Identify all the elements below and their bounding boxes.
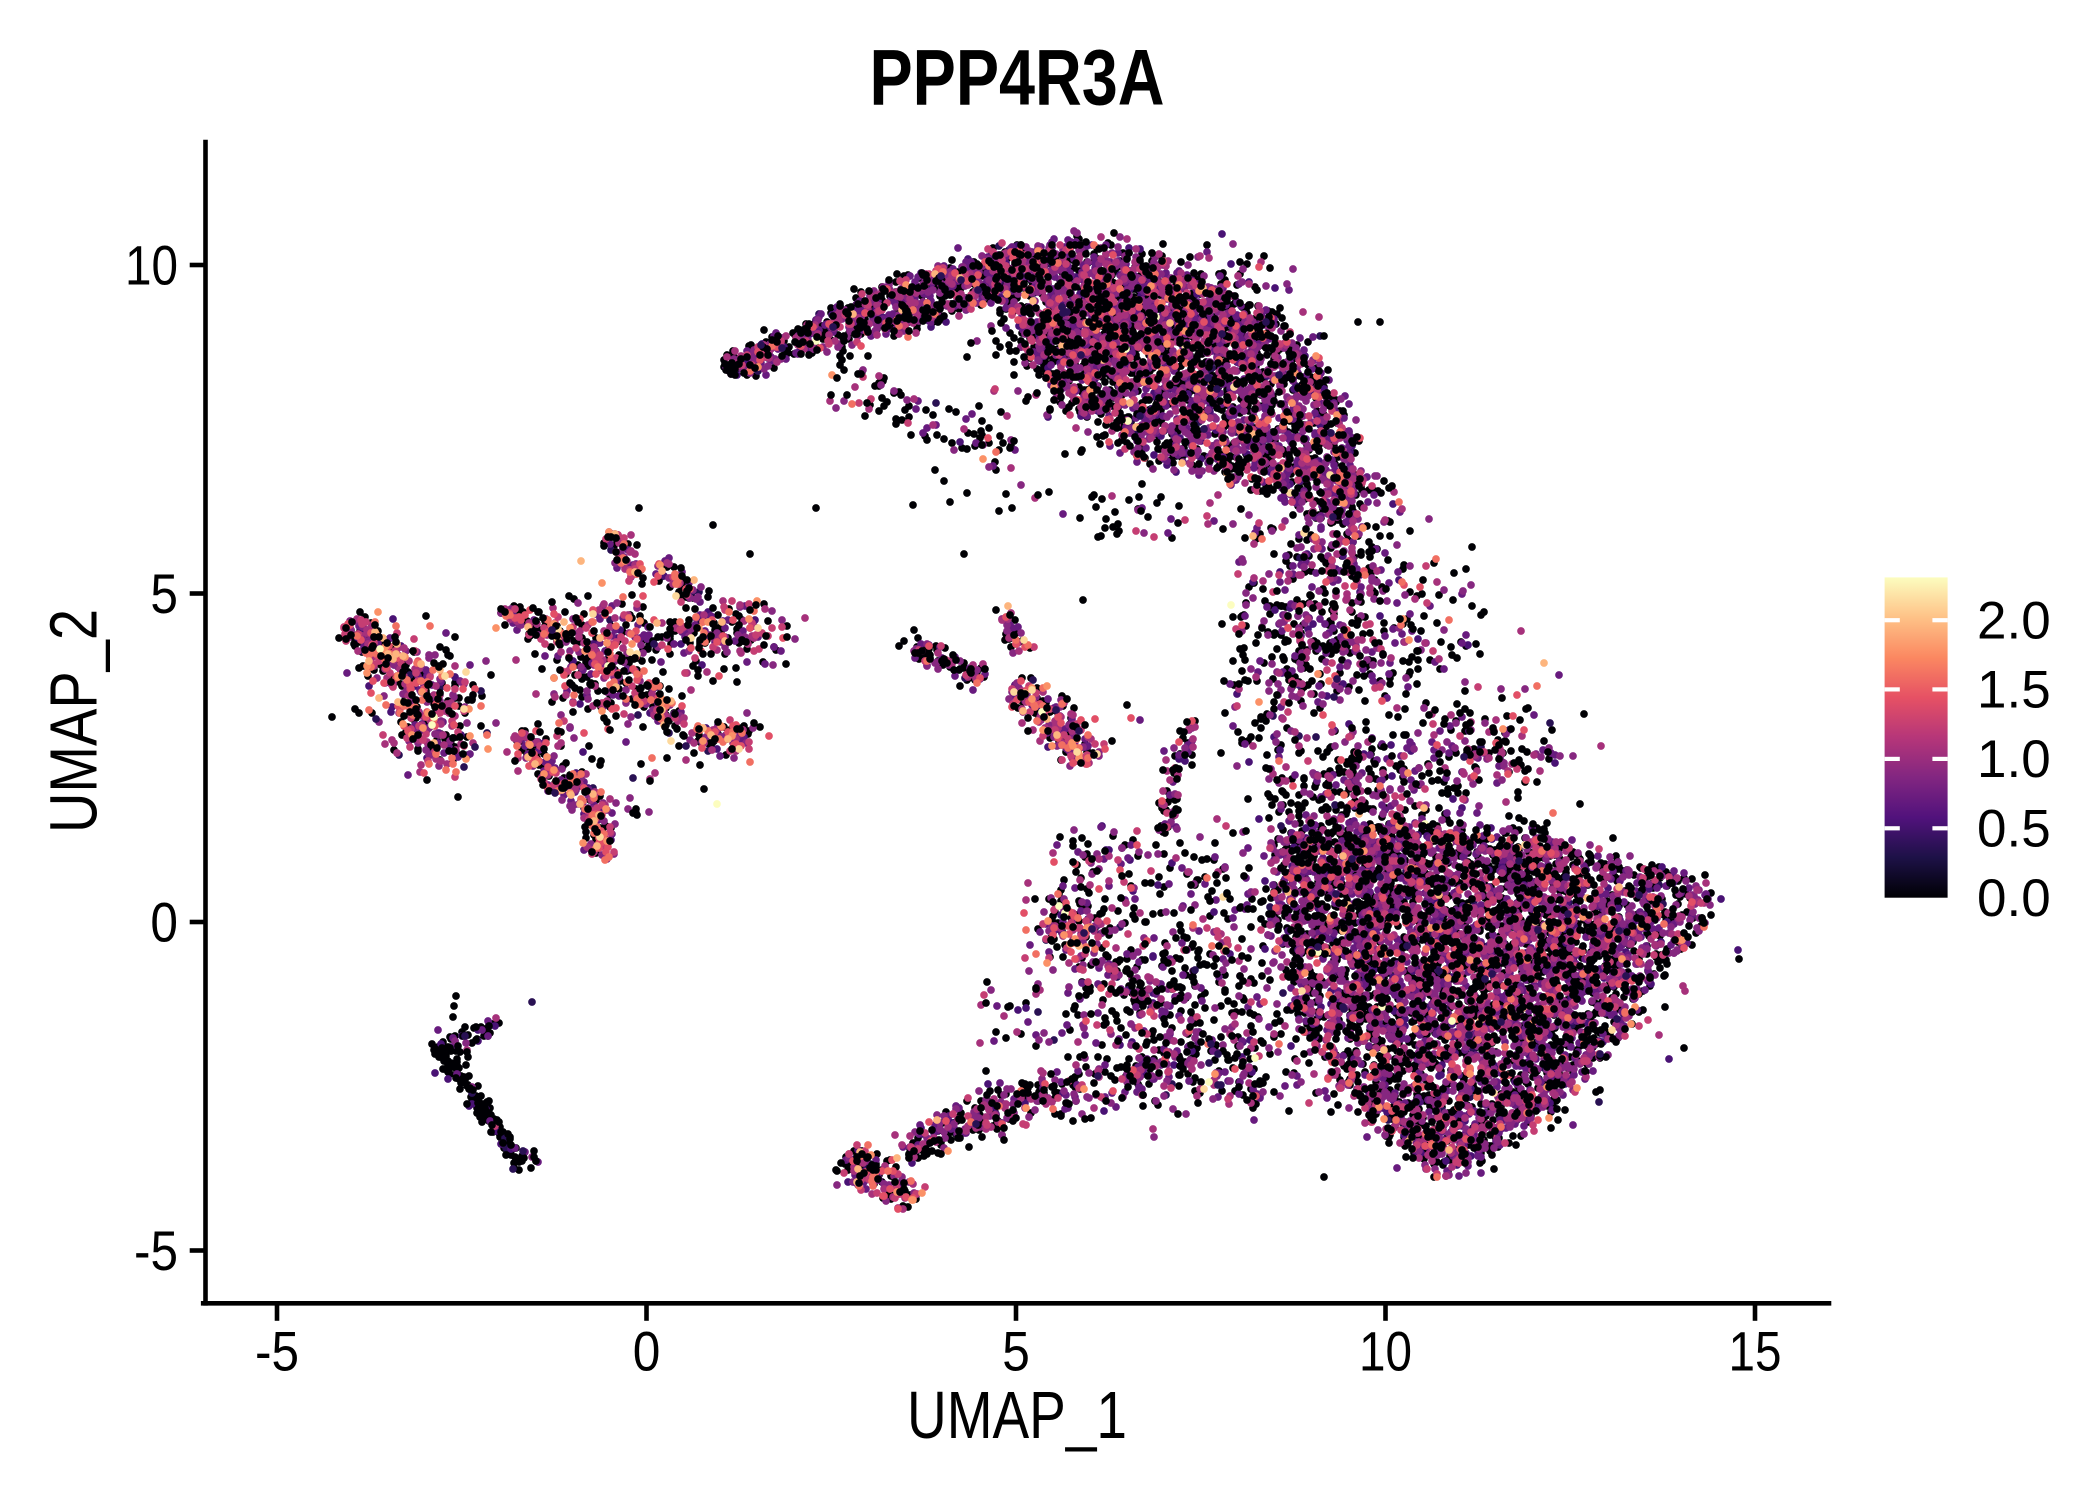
svg-text:15: 15 xyxy=(1729,1320,1782,1383)
svg-text:UMAP_1: UMAP_1 xyxy=(907,1378,1127,1453)
svg-text:10: 10 xyxy=(125,233,178,296)
svg-text:2.0: 2.0 xyxy=(1977,591,2051,650)
svg-text:0.0: 0.0 xyxy=(1977,869,2051,928)
svg-text:-5: -5 xyxy=(255,1320,299,1383)
svg-text:-5: -5 xyxy=(134,1219,178,1282)
svg-text:0.5: 0.5 xyxy=(1977,800,2051,859)
svg-text:5: 5 xyxy=(150,562,178,625)
svg-text:UMAP_2: UMAP_2 xyxy=(37,609,112,833)
svg-text:1.5: 1.5 xyxy=(1977,661,2051,720)
svg-text:1.0: 1.0 xyxy=(1977,730,2051,789)
svg-text:5: 5 xyxy=(1002,1320,1030,1383)
svg-text:0: 0 xyxy=(633,1320,661,1383)
svg-text:PPP4R3A: PPP4R3A xyxy=(870,33,1165,122)
svg-text:0: 0 xyxy=(150,890,178,953)
svg-text:10: 10 xyxy=(1359,1320,1412,1383)
